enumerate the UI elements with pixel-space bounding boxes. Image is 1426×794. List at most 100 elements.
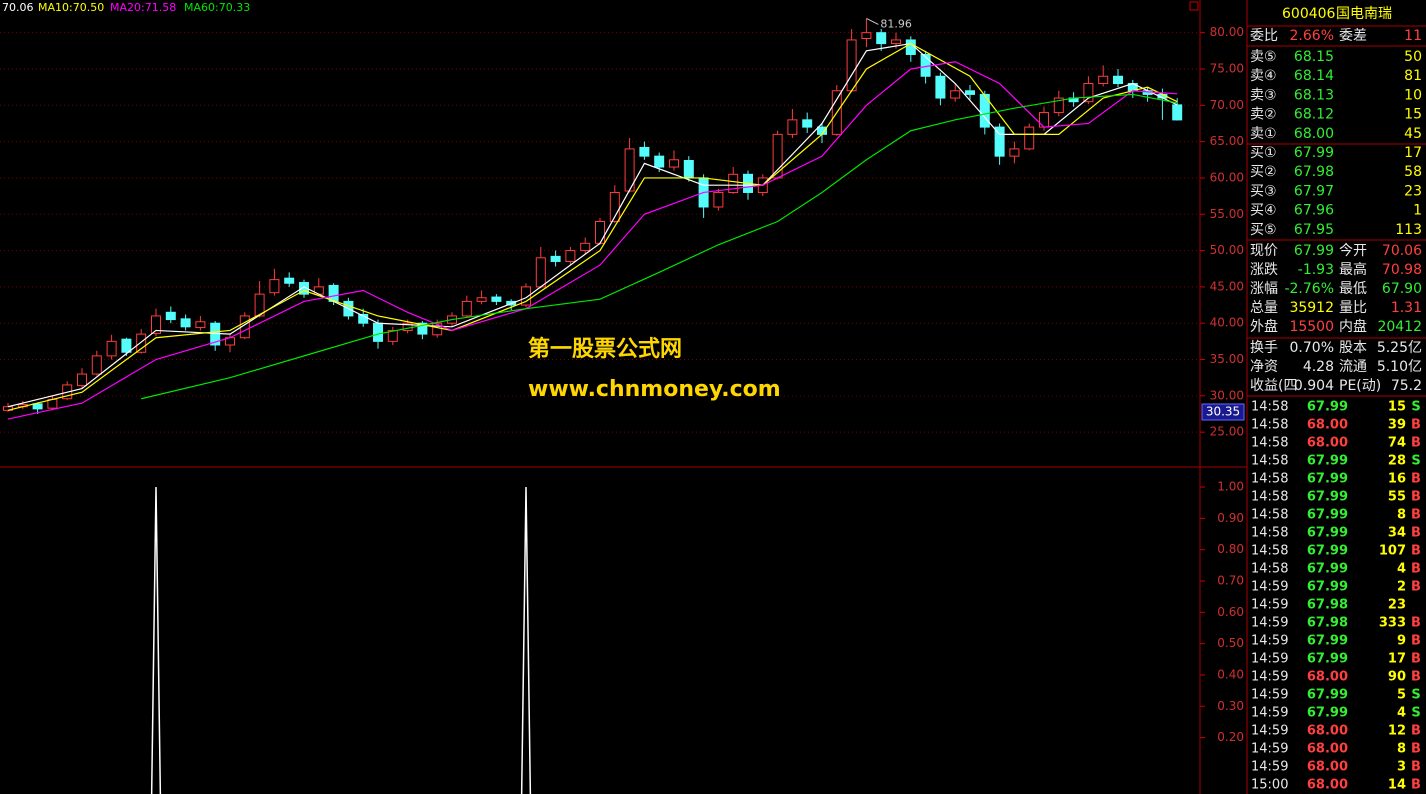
value: 11 — [1404, 28, 1422, 44]
order-volume: 50 — [1404, 49, 1422, 65]
stat-label: 今开 — [1339, 243, 1367, 259]
candle-body — [521, 286, 531, 306]
order-volume: 45 — [1404, 126, 1422, 142]
y-tick-label: 1.00 — [1217, 480, 1244, 494]
order-volume: 81 — [1404, 68, 1422, 84]
stat-value: 70.98 — [1382, 262, 1422, 278]
stat-value: 70.06 — [1382, 243, 1422, 259]
order-price: 67.96 — [1294, 203, 1334, 219]
candle-body — [1024, 126, 1035, 150]
tick-time: 14:59 — [1251, 670, 1288, 685]
tick-volume: 55 — [1388, 490, 1406, 505]
tick-side: B — [1411, 634, 1421, 649]
candle-body — [299, 282, 309, 295]
stat-label: 总量 — [1250, 300, 1278, 316]
y-tick-label: 60.00 — [1210, 170, 1244, 184]
order-label: 卖④ — [1250, 68, 1277, 84]
tick-side: B — [1411, 544, 1421, 559]
tick-time: 14:59 — [1251, 580, 1288, 595]
candle-body — [654, 155, 665, 168]
tick-side: S — [1411, 454, 1420, 469]
candle-body — [461, 300, 472, 317]
stat-label: 收益(四 — [1250, 378, 1297, 394]
order-volume: 17 — [1404, 145, 1422, 161]
tick-volume: 3 — [1397, 760, 1406, 775]
tick-side: B — [1411, 562, 1421, 577]
candle-body — [77, 373, 87, 387]
candle-body — [387, 329, 398, 342]
stock-code: 600406 — [1282, 6, 1336, 22]
candle-body — [491, 296, 502, 302]
order-label: 买⑤ — [1250, 222, 1277, 238]
ma-line — [7, 61, 1178, 420]
tick-time: 14:59 — [1251, 706, 1288, 721]
tick-volume: 39 — [1388, 418, 1406, 433]
candle-body — [254, 293, 265, 317]
order-label: 买① — [1250, 145, 1277, 161]
stat-label: 涨幅 — [1250, 281, 1278, 297]
candle-body — [565, 250, 576, 262]
tick-time: 14:59 — [1251, 652, 1288, 667]
stat-label: 换手 — [1250, 339, 1278, 356]
max-pointer — [866, 18, 879, 25]
candle-body — [550, 255, 561, 262]
tick-price: 67.98 — [1307, 598, 1348, 613]
tick-price: 67.99 — [1307, 400, 1348, 415]
tick-volume: 4 — [1397, 706, 1406, 721]
candle-body — [609, 191, 620, 223]
candle-body — [713, 191, 724, 208]
stat-label: 涨跌 — [1250, 262, 1278, 278]
tick-time: 14:59 — [1251, 616, 1288, 631]
tick-time: 14:59 — [1251, 598, 1288, 613]
tick-time: 14:58 — [1251, 562, 1288, 577]
candle-body — [358, 313, 369, 324]
order-label: 卖③ — [1250, 87, 1277, 103]
value: 2.66% — [1290, 28, 1334, 44]
tick-volume: 8 — [1397, 508, 1406, 523]
order-price: 67.99 — [1294, 145, 1334, 161]
y-tick-label: 25.00 — [1210, 425, 1244, 439]
indicator-line — [150, 487, 532, 794]
label: 委比 — [1250, 28, 1278, 44]
stat-value: 5.25亿 — [1377, 340, 1422, 356]
max-label: 81.96 — [880, 17, 912, 30]
tick-side: B — [1411, 472, 1421, 487]
tick-price: 67.99 — [1307, 562, 1348, 577]
candle-body — [136, 333, 147, 353]
tick-volume: 34 — [1388, 526, 1406, 541]
order-volume: 113 — [1395, 222, 1422, 238]
order-volume: 1 — [1413, 203, 1422, 219]
tick-time: 14:58 — [1251, 436, 1288, 451]
cursor-box — [1201, 403, 1245, 421]
tick-price: 67.99 — [1307, 454, 1348, 469]
tick-volume: 8 — [1397, 742, 1406, 757]
indicator-chart: 0.20 0.30 0.40 0.50 0.60 0.70 0.80 0.90 1.00 — [150, 480, 1244, 794]
window-button[interactable] — [1189, 1, 1199, 11]
y-tick-label: 70.00 — [1210, 98, 1244, 112]
stat-value: 0.70% — [1290, 340, 1334, 356]
order-price: 68.12 — [1294, 107, 1334, 123]
tick-volume: 333 — [1379, 616, 1406, 631]
tick-price: 67.99 — [1307, 472, 1348, 487]
order-price: 68.00 — [1294, 126, 1334, 142]
stock-name: 国电南瑞 — [1336, 6, 1392, 22]
stat-label: 净资 — [1250, 359, 1278, 375]
y-tick-label: 45.00 — [1210, 279, 1244, 293]
tick-price: 67.99 — [1307, 580, 1348, 595]
candle-body — [683, 160, 694, 179]
tick-time: 14:59 — [1251, 760, 1288, 775]
tick-time: 15:00 — [1251, 778, 1288, 793]
tick-volume: 107 — [1379, 544, 1406, 559]
tick-price: 67.99 — [1307, 508, 1348, 523]
y-tick-label: 50.00 — [1210, 243, 1244, 257]
y-tick-label: 0.40 — [1217, 667, 1244, 681]
tick-time: 14:59 — [1251, 688, 1288, 703]
candle-body — [373, 322, 383, 342]
candle-body — [121, 338, 132, 353]
order-price: 68.14 — [1294, 68, 1334, 84]
stat-label: 流通 — [1339, 359, 1367, 375]
candle-body — [772, 133, 783, 179]
order-price: 67.98 — [1294, 164, 1334, 180]
tick-time: 14:58 — [1251, 526, 1288, 541]
